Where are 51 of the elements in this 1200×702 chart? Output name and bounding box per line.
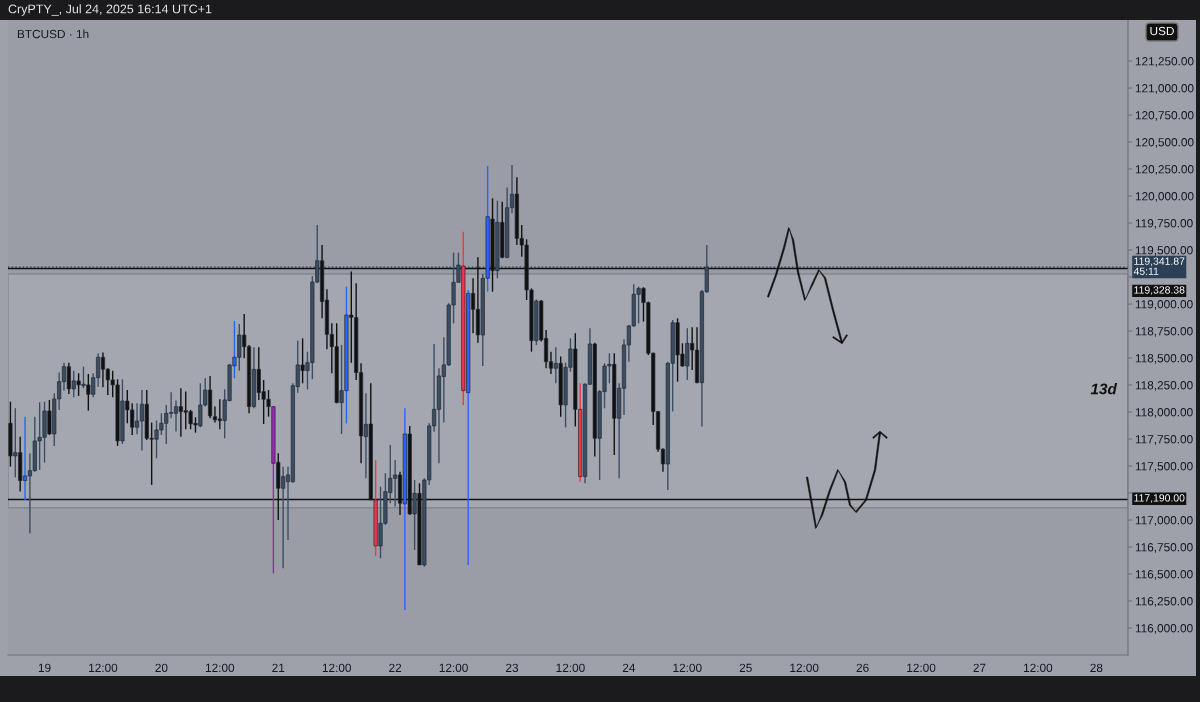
ref-line-label: 119,328.38: [1134, 286, 1185, 295]
ref-line-label: 119,341.87: [1134, 257, 1185, 267]
x-tick-label: 12:00: [1024, 663, 1053, 672]
y-tick-label: 120,000.00: [1135, 192, 1194, 202]
x-tick-label: 12:00: [439, 663, 468, 672]
y-tick-label: 120,750.00: [1135, 111, 1194, 121]
y-tick-label: 117,750.00: [1135, 435, 1193, 445]
chart-subtitle: CryPTY_, Jul 24, 2025 16:14 UTC+1: [8, 4, 212, 16]
x-tick-label: 24: [622, 663, 636, 672]
ref-line-label: 117,190.00: [1134, 494, 1185, 503]
y-tick-label: 116,250.00: [1135, 597, 1193, 607]
candlestick: [22, 415, 28, 501]
x-tick-label: 12:00: [89, 663, 118, 672]
y-tick-label: 117,500.00: [1135, 462, 1193, 472]
y-tick-label: 119,500.00: [1135, 246, 1193, 256]
x-tick-label: 22: [389, 663, 402, 672]
text: USD: [1150, 26, 1174, 36]
y-tick-label: 117,000.00: [1135, 516, 1193, 526]
x-tick-label: 12:00: [556, 663, 585, 672]
x-tick-label: 12:00: [907, 663, 936, 672]
y-tick-label: 121,000.00: [1135, 84, 1194, 94]
text: 45:11: [1133, 267, 1159, 275]
candlestick: [173, 399, 179, 433]
y-tick-label: 118,500.00: [1135, 354, 1193, 364]
x-tick-label: 19: [38, 663, 51, 672]
text: BTCUSD · 1h: [17, 29, 89, 39]
x-tick-label: 26: [856, 663, 869, 672]
x-tick-label: 25: [739, 663, 752, 672]
candlestick: [100, 351, 106, 388]
y-tick-label: 118,250.00: [1135, 381, 1193, 391]
y-tick-label: 118,000.00: [1135, 408, 1193, 418]
x-tick-label: 21: [272, 663, 285, 672]
y-tick-label: 120,500.00: [1135, 138, 1194, 148]
candlestick: [134, 402, 140, 435]
x-tick-label: 23: [506, 663, 519, 672]
y-tick-label: 119,750.00: [1135, 219, 1193, 229]
y-tick-label: 116,000.00: [1135, 624, 1193, 634]
x-tick-label: 28: [1090, 663, 1103, 672]
y-tick-label: 120,250.00: [1135, 165, 1194, 175]
x-tick-label: 20: [155, 663, 168, 672]
x-tick-label: 12:00: [322, 663, 352, 672]
y-tick-label: 121,250.00: [1135, 57, 1194, 67]
y-tick-label: 118,750.00: [1135, 327, 1193, 337]
y-tick-label: 116,750.00: [1135, 543, 1193, 553]
annotation: 13d: [1090, 383, 1118, 395]
x-tick-label: 27: [973, 663, 986, 672]
y-tick-label: 119,000.00: [1135, 300, 1193, 310]
y-tick-label: 116,500.00: [1135, 570, 1193, 580]
x-tick-label: 12:00: [790, 663, 819, 672]
x-tick-label: 12:00: [205, 663, 235, 672]
x-tick-label: 12:00: [673, 663, 702, 672]
